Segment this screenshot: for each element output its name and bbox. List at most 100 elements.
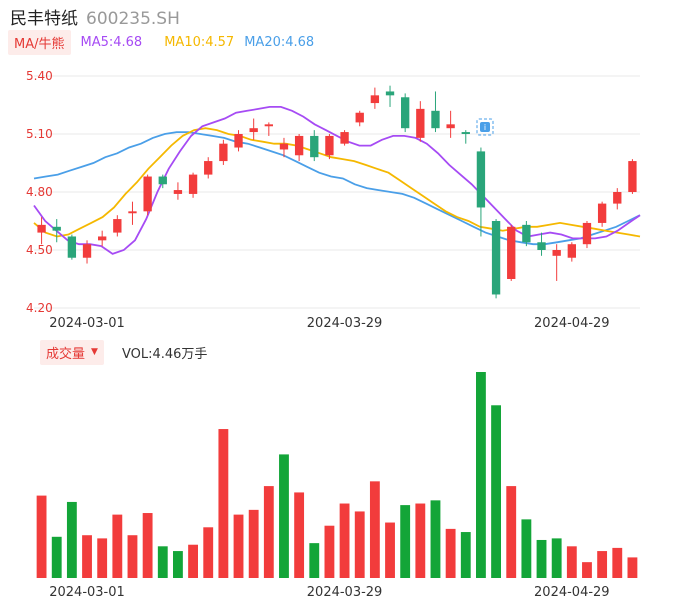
candle-body <box>567 244 576 258</box>
candle-body <box>249 128 258 133</box>
date-axis-labels: 2024-03-01 2024-03-29 2024-04-29 <box>49 316 609 331</box>
x-tick-label: 2024-03-01 <box>49 316 125 331</box>
candle-body <box>507 226 516 279</box>
volume-bar <box>582 562 592 578</box>
ma20-line <box>33 131 641 246</box>
volume-legend: 成交量 ▼ VOL:4.46万手 <box>40 339 208 365</box>
volume-x-tick-label: 2024-03-01 <box>49 585 125 600</box>
candle-body <box>461 132 470 134</box>
volume-bar <box>415 503 426 578</box>
candle-body <box>173 190 183 194</box>
volume-bar <box>82 535 92 578</box>
ma5-legend: MA5:4.68 <box>80 34 143 50</box>
volume-bar <box>203 527 214 578</box>
ma10-line <box>33 127 641 238</box>
volume-bar <box>36 495 47 578</box>
volume-bar <box>627 557 638 578</box>
volume-bar <box>400 505 411 578</box>
volume-bar <box>506 486 517 578</box>
candle-body <box>98 236 107 241</box>
y-tick-label: 5.10 <box>26 127 53 141</box>
candle-body <box>476 151 486 208</box>
candle-body <box>67 236 77 258</box>
candle-body <box>552 250 561 256</box>
ma-indicator-selector[interactable]: MA/牛熊 <box>8 29 71 55</box>
candlesticks <box>37 85 637 299</box>
volume-bar <box>476 372 486 578</box>
candle-body <box>294 135 304 156</box>
candle-body <box>537 242 546 250</box>
volume-bar <box>218 429 229 578</box>
volume-tag-label: 成交量 <box>46 346 86 362</box>
candle-body <box>52 226 61 231</box>
volume-bar <box>536 539 547 578</box>
volume-bar <box>112 514 123 578</box>
volume-bar <box>339 503 350 578</box>
candle-body <box>401 97 410 129</box>
candle-body <box>143 176 152 212</box>
volume-bar <box>566 546 577 578</box>
y-tick-label: 4.20 <box>26 301 53 315</box>
price-grid <box>34 75 640 309</box>
candle-body <box>82 244 92 258</box>
candle-body <box>446 124 455 129</box>
candle-body <box>188 174 198 194</box>
candle-body <box>310 135 319 158</box>
candle-body <box>158 176 167 185</box>
candle-body <box>204 161 213 175</box>
ma20-legend: MA20:4.68 <box>244 34 315 50</box>
candle-body <box>385 91 395 96</box>
volume-indicator-selector[interactable]: 成交量 ▼ <box>40 339 104 365</box>
stock-name: 民丰特纸 <box>10 9 78 29</box>
candle-body <box>582 222 592 245</box>
volume-bar <box>127 535 138 578</box>
price-axis-labels: 5.40 5.10 4.80 4.50 4.20 <box>26 69 53 315</box>
candle-body <box>416 108 425 138</box>
svg-text:i: i <box>484 123 486 132</box>
volume-bar <box>612 547 623 578</box>
volume-bar <box>279 454 289 578</box>
event-marker-icon: i <box>476 118 494 136</box>
x-tick-label: 2024-03-29 <box>307 316 383 331</box>
volume-bar <box>157 546 168 578</box>
candle-body <box>340 132 349 144</box>
volume-bar <box>97 538 108 578</box>
candle-body <box>219 143 228 162</box>
y-tick-label: 4.80 <box>26 185 53 199</box>
volume-bar <box>263 486 274 578</box>
candle-body <box>279 143 289 150</box>
ma5-line <box>33 106 641 255</box>
caret-down-icon: ▼ <box>91 347 98 357</box>
candle-body <box>491 221 501 295</box>
volume-bar <box>491 405 501 578</box>
volume-value: VOL:4.46万手 <box>121 346 208 362</box>
candle-body <box>431 110 440 129</box>
candle-body <box>234 134 243 148</box>
volume-bar <box>597 551 608 578</box>
candle-body <box>113 219 122 233</box>
volume-bar <box>354 511 365 578</box>
candle-body <box>355 112 364 123</box>
volume-bar <box>142 513 153 578</box>
stock-code: 600235.SH <box>86 9 180 29</box>
stock-header: 民丰特纸 600235.SH <box>10 4 180 29</box>
volume-x-tick-label: 2024-03-29 <box>307 585 383 600</box>
candle-body <box>597 203 607 223</box>
candle-body <box>128 211 137 214</box>
volume-bar <box>66 501 77 578</box>
candle-body <box>264 124 273 127</box>
candle-body <box>628 161 637 192</box>
x-tick-label: 2024-04-29 <box>534 316 610 331</box>
candle-body <box>370 95 380 104</box>
candle-body <box>522 224 531 243</box>
volume-bar <box>551 538 562 578</box>
candle-body <box>613 192 622 204</box>
volume-date-axis-labels: 2024-03-01 2024-03-29 2024-04-29 <box>49 585 609 600</box>
ma10-legend: MA10:4.57 <box>164 34 235 50</box>
volume-bar <box>173 551 183 578</box>
moving-average-lines <box>33 106 641 255</box>
volume-bar <box>445 528 456 578</box>
volume-bar <box>385 522 395 578</box>
volume-bar <box>324 525 335 578</box>
